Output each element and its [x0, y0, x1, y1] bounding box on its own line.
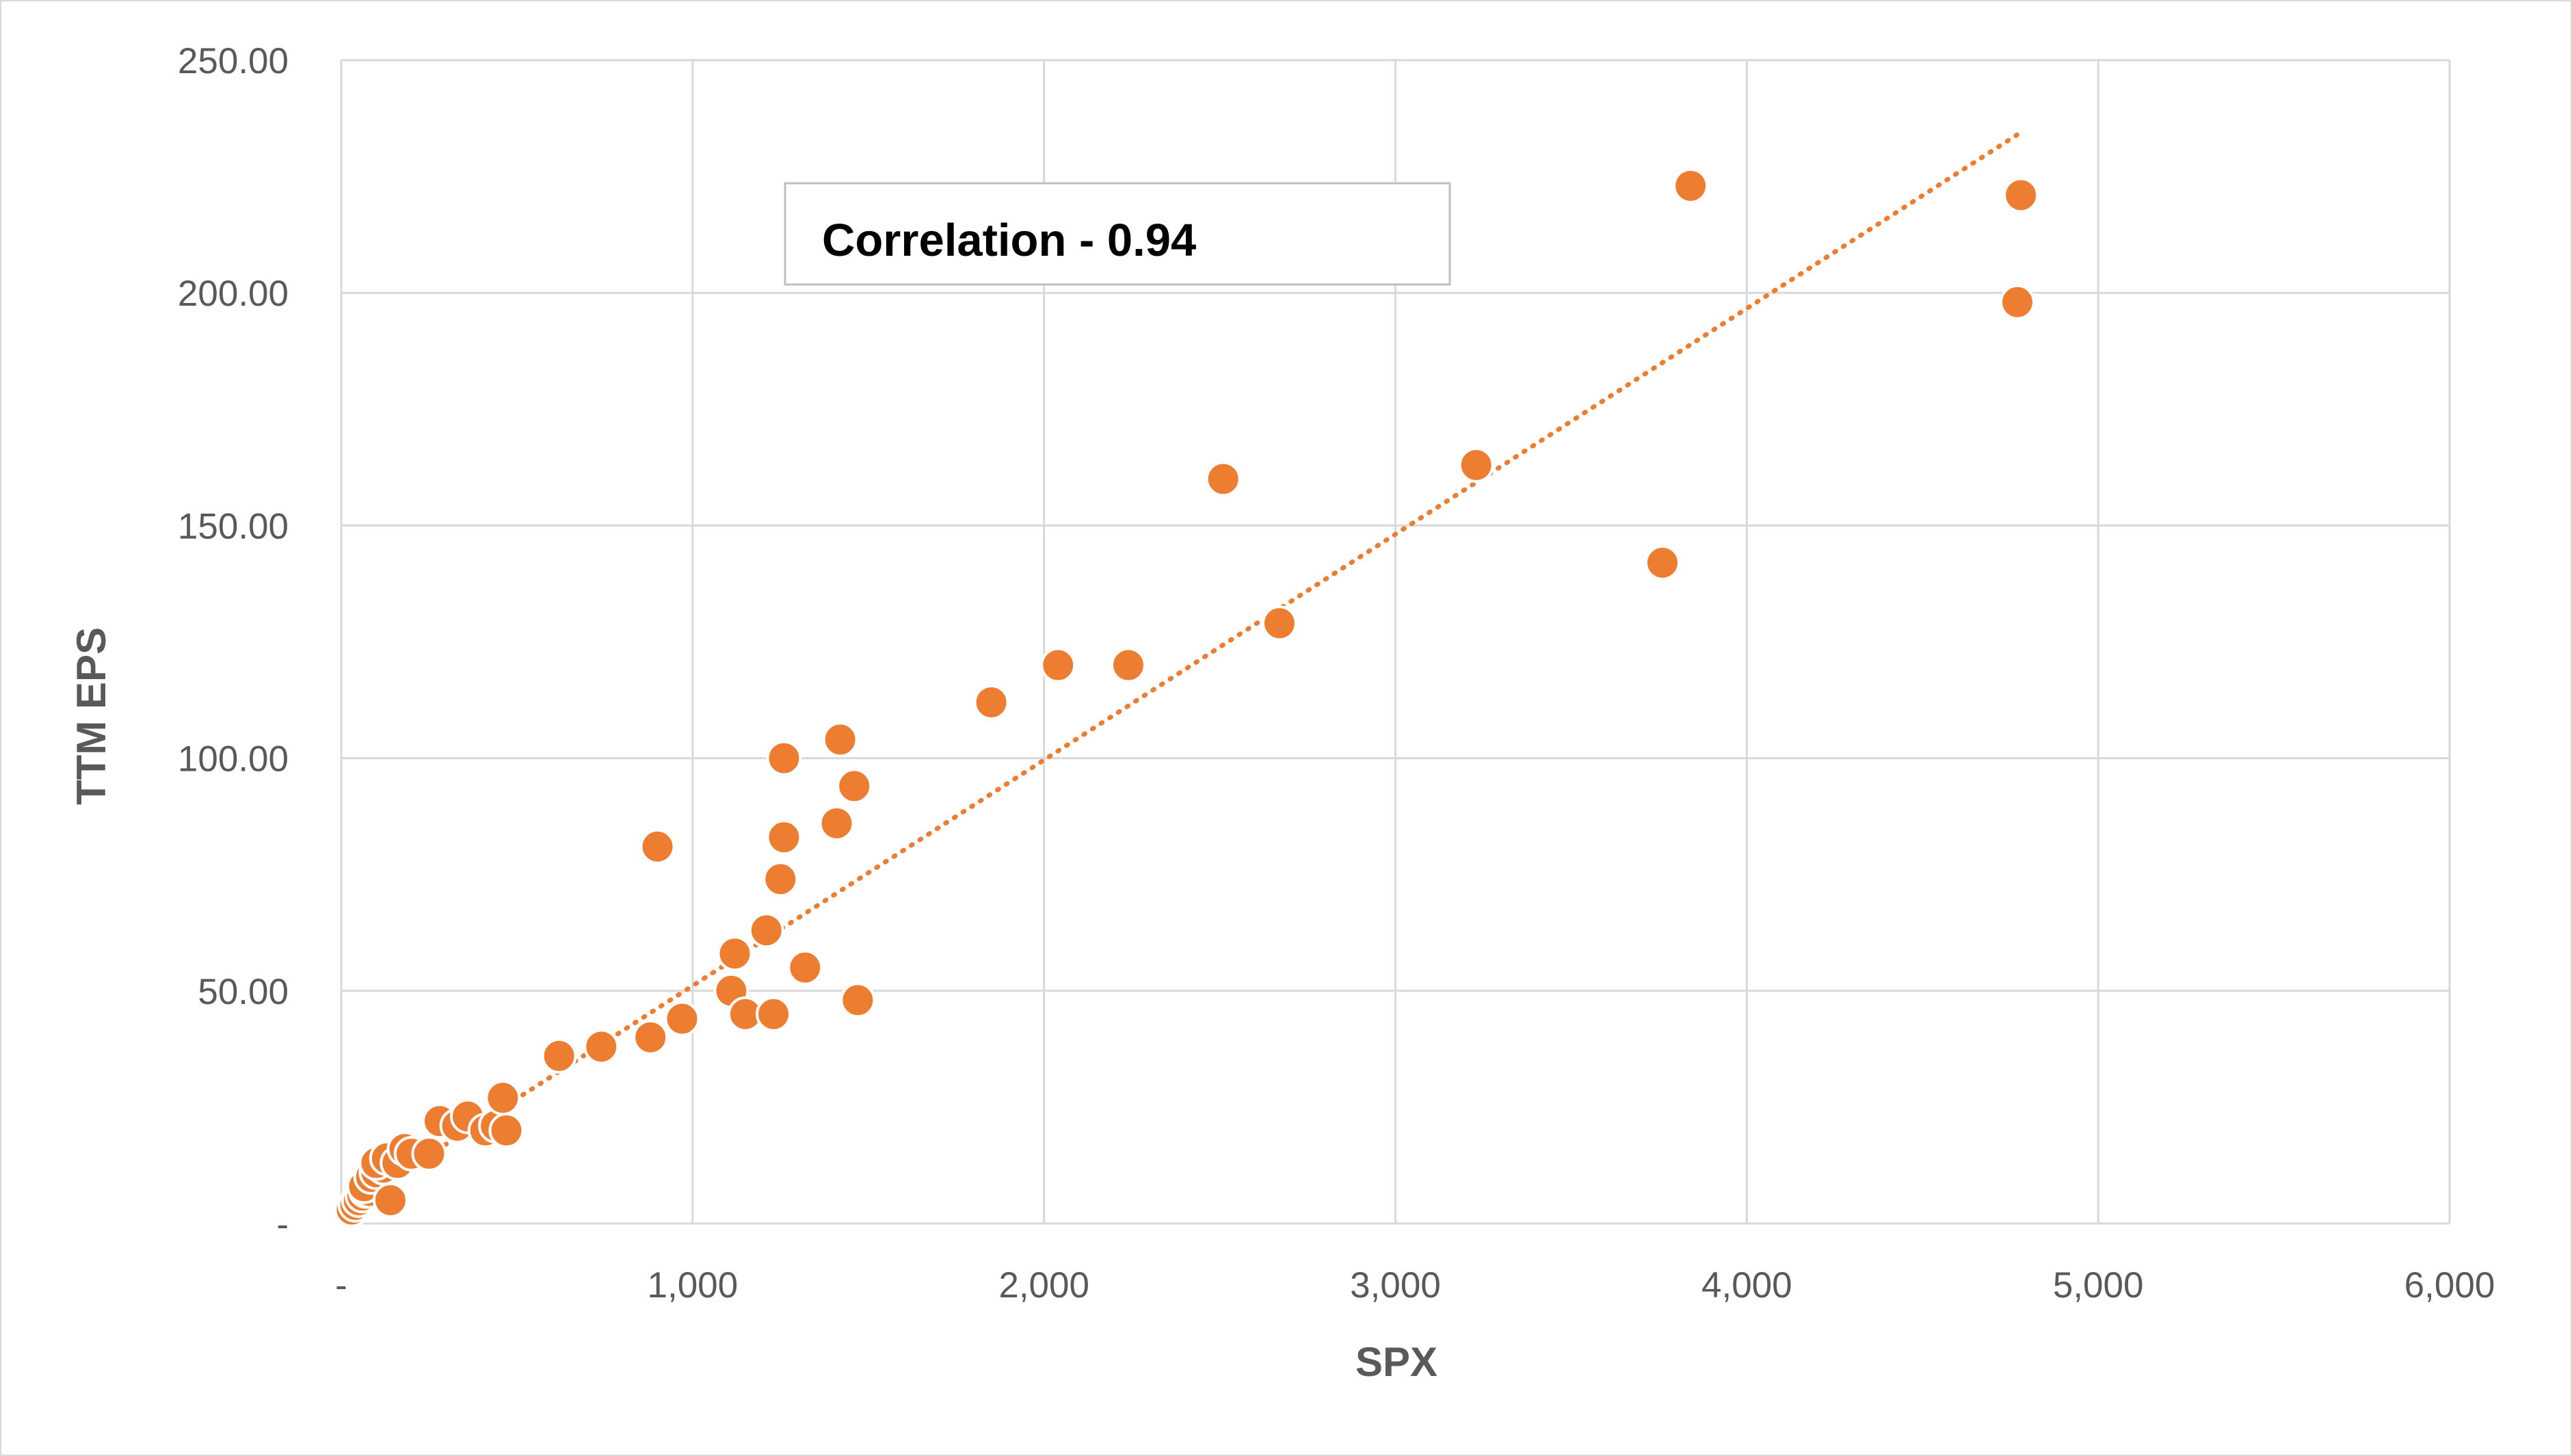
data-point [822, 722, 858, 758]
correlation-annotation: Correlation - 0.94 [784, 182, 1451, 286]
y-tick-label: 150.00 [178, 506, 289, 546]
data-point [633, 1019, 669, 1055]
x-tick-labels: - 1,000 2,000 3,000 4,000 5,000 6,000 [335, 1265, 2495, 1306]
y-tick-label: 50.00 [198, 972, 289, 1012]
y-tick-label: 100.00 [178, 739, 289, 780]
data-point [748, 912, 784, 949]
data-point [819, 805, 855, 841]
data-point [2003, 177, 2039, 213]
annotation-text: Correlation - 0.94 [822, 215, 1196, 266]
data-point [1673, 168, 1709, 204]
data-point [836, 768, 873, 804]
x-tick-label: 4,000 [1701, 1265, 1792, 1306]
data-point [664, 1001, 700, 1037]
data-point [1110, 647, 1146, 683]
axes [340, 60, 2450, 1225]
data-point [756, 996, 792, 1032]
data-point [1645, 544, 1681, 581]
data-point [1999, 284, 2035, 320]
data-point [787, 949, 823, 985]
annotation-box [784, 182, 1451, 286]
y-axis-title: TTM EPS [68, 627, 114, 805]
data-point [840, 982, 876, 1018]
y-tick-label: 250.00 [178, 41, 289, 81]
data-point [766, 819, 802, 856]
trendline [356, 132, 2020, 1203]
y-tick-labels: - 50.00 100.00 150.00 200.00 250.00 [178, 41, 289, 1245]
data-point [583, 1029, 620, 1065]
x-tick-label: 6,000 [2404, 1265, 2495, 1306]
data-point [485, 1080, 521, 1116]
x-tick-label: 3,000 [1350, 1265, 1441, 1306]
data-point [1205, 461, 1241, 497]
data-point [763, 861, 799, 897]
y-tick-label: 200.00 [178, 274, 289, 314]
data-point [717, 936, 753, 972]
data-points [334, 168, 2039, 1228]
data-point [973, 684, 1009, 720]
x-tick-label: 1,000 [648, 1265, 739, 1306]
data-point [372, 1182, 408, 1218]
trendline-group [356, 132, 2020, 1203]
data-point [1040, 647, 1076, 683]
x-axis-title: SPX [1355, 1339, 1437, 1385]
data-point [639, 828, 676, 864]
x-tick-label: - [335, 1265, 347, 1306]
data-point [1261, 605, 1297, 641]
data-point [1458, 447, 1494, 483]
data-point [541, 1038, 577, 1074]
y-tick-label: - [276, 1204, 289, 1245]
data-point [766, 740, 802, 776]
data-point [411, 1135, 447, 1172]
x-tick-label: 5,000 [2053, 1265, 2144, 1306]
x-tick-label: 2,000 [998, 1265, 1089, 1306]
data-point [488, 1112, 525, 1148]
